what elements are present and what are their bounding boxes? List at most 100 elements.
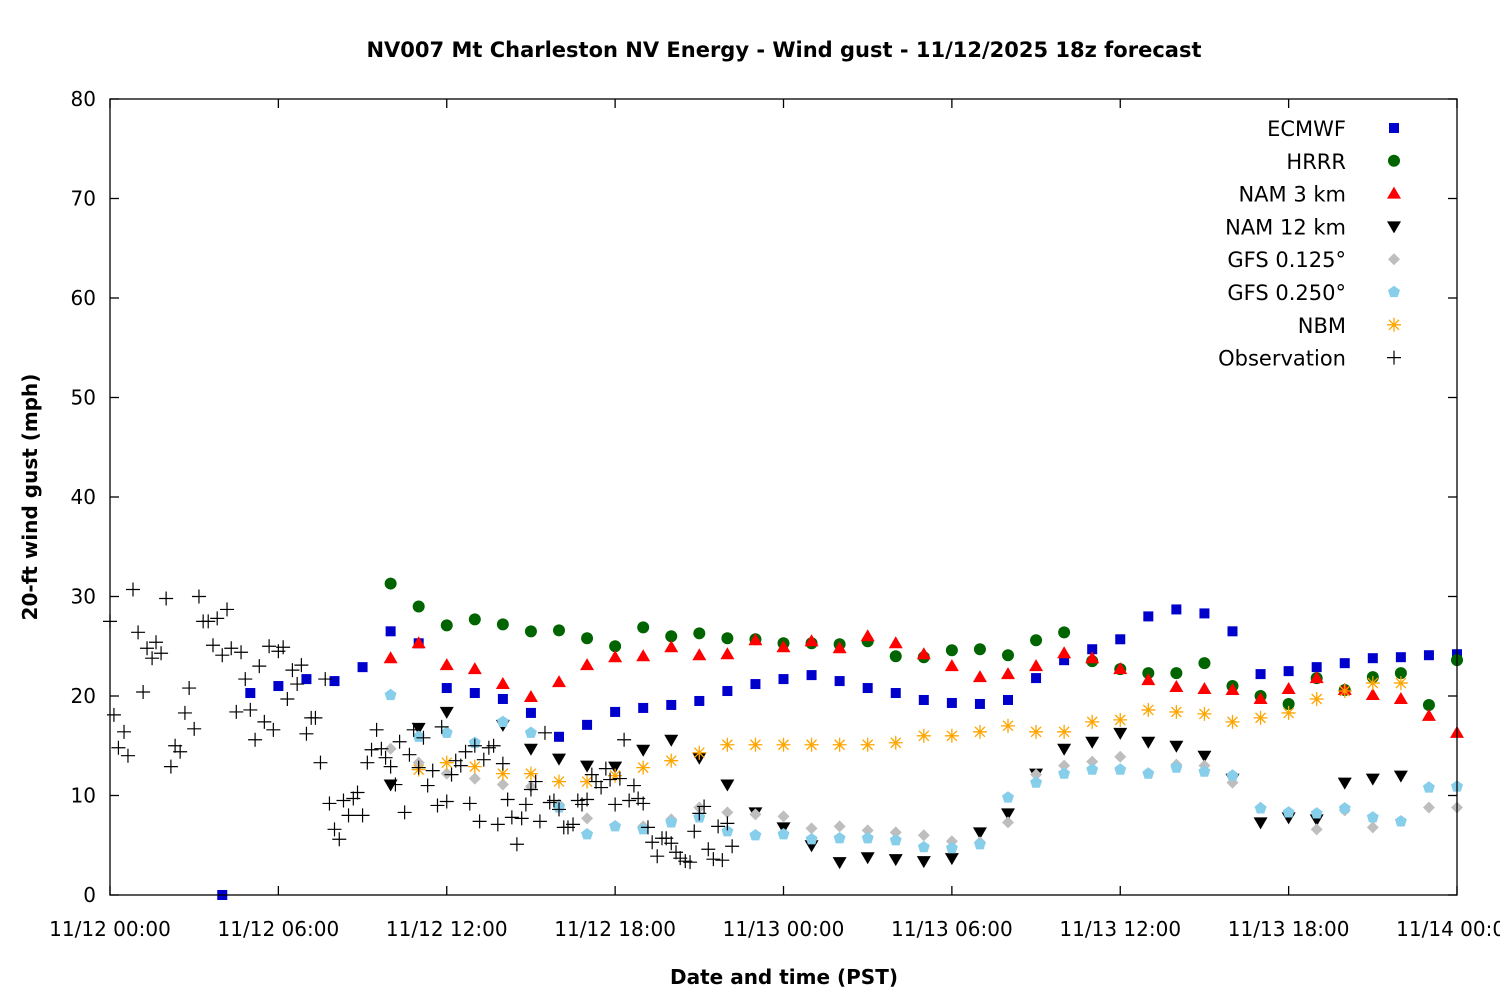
point-observation (163, 759, 178, 774)
point-nam-3-km (383, 651, 398, 664)
point-observation (173, 744, 188, 759)
point-observation (262, 639, 277, 654)
point-gfs-0-250 (889, 834, 902, 846)
point-gfs-0-125 (1114, 750, 1127, 763)
point-gfs-0-250 (721, 825, 734, 837)
point-hrrr (1058, 626, 1071, 639)
point-gfs-0-250 (1226, 769, 1239, 781)
legend-marker-asterisk-icon (1387, 317, 1401, 332)
point-ecmwf (806, 670, 817, 681)
legend-label: Observation (1218, 347, 1346, 371)
point-nam-3-km (1057, 646, 1072, 659)
point-observation (106, 707, 121, 722)
point-hrrr (1394, 667, 1407, 680)
point-nam-12-km (1085, 736, 1100, 749)
point-observation (205, 638, 220, 653)
point-observation (182, 681, 197, 696)
point-nam-3-km (1197, 682, 1212, 695)
legend-label: ECMWF (1267, 117, 1346, 141)
point-ecmwf (1367, 653, 1378, 664)
point-observation (504, 810, 519, 825)
series-nam-3-km (383, 629, 1464, 738)
point-gfs-0-250 (1002, 791, 1014, 803)
point-nbm (1057, 724, 1072, 739)
point-observation (322, 796, 337, 811)
point-nam-3-km (467, 662, 482, 675)
point-gfs-0-250 (749, 829, 762, 841)
point-nam-12-km (972, 827, 987, 840)
point-observation (266, 722, 281, 737)
plot-frame (109, 98, 1458, 896)
point-observation (467, 738, 482, 753)
point-observation (617, 732, 632, 747)
point-nbm (804, 737, 819, 752)
point-gfs-0-250 (1058, 767, 1071, 779)
point-observation (224, 641, 239, 656)
legend-label: NBM (1298, 314, 1346, 338)
point-nam-12-km (860, 852, 875, 865)
legend-label: HRRR (1286, 150, 1346, 174)
x-tick-label: 11/14 00:00 (1396, 917, 1500, 941)
legend-item-gfs-0-250: GFS 0.250° (1227, 281, 1400, 305)
point-ecmwf (441, 683, 452, 694)
point-nam-12-km (944, 853, 959, 866)
point-observation (650, 849, 665, 864)
point-ecmwf (301, 674, 312, 685)
point-ecmwf (890, 688, 901, 699)
point-gfs-0-250 (524, 726, 537, 738)
point-nam-12-km (916, 856, 931, 869)
point-observation (462, 796, 477, 811)
point-observation (154, 646, 169, 661)
point-observation (453, 758, 468, 773)
point-observation (537, 725, 552, 740)
point-gfs-0-250 (945, 841, 958, 854)
point-hrrr (973, 643, 986, 656)
point-ecmwf (357, 662, 368, 673)
point-gfs-0-250 (777, 828, 790, 840)
point-observation (603, 772, 618, 787)
series-nbm (411, 676, 1408, 789)
point-gfs-0-250 (637, 823, 650, 835)
point-nbm (1001, 718, 1015, 733)
point-nam-3-km (1141, 673, 1156, 686)
y-tick-label: 70 (71, 187, 96, 211)
point-nam-3-km (552, 675, 566, 688)
point-nbm (1141, 702, 1156, 717)
point-observation (720, 816, 735, 831)
point-observation (350, 785, 365, 800)
legend-item-nam-12-km: NAM 12 km (1225, 215, 1401, 239)
point-gfs-0-125 (1058, 759, 1071, 772)
legend-marker-pentagon-icon (1388, 285, 1400, 298)
point-nbm (636, 760, 651, 775)
point-observation (327, 822, 342, 837)
point-ecmwf (834, 676, 845, 687)
point-observation (636, 796, 651, 811)
point-nam-12-km (411, 722, 426, 735)
point-gfs-0-250 (1254, 802, 1267, 814)
point-ecmwf (610, 706, 621, 717)
point-nam-3-km (636, 649, 651, 662)
point-observation (369, 722, 384, 737)
point-observation (397, 805, 412, 820)
point-observation (177, 705, 192, 720)
point-gfs-0-125 (1422, 801, 1435, 814)
point-hrrr (440, 619, 453, 632)
point-gfs-0-250 (384, 688, 397, 701)
point-ecmwf (385, 626, 396, 637)
point-gfs-0-250 (1198, 765, 1211, 777)
point-nam-3-km (804, 634, 819, 647)
point-observation (136, 685, 151, 700)
point-observation (495, 756, 510, 771)
point-nbm (439, 755, 454, 770)
point-observation (140, 641, 155, 656)
point-nam-3-km (972, 670, 987, 683)
axis-ticks: 0 10 20 30 40 50 60 70 80 11/12 00:00 11/12 06:00 1… (49, 87, 1500, 941)
point-gfs-0-125 (1002, 816, 1014, 829)
point-ecmwf (273, 681, 284, 692)
point-nbm (888, 735, 903, 750)
point-ecmwf (497, 693, 508, 704)
point-ecmwf (554, 731, 564, 742)
point-hrrr (1170, 667, 1183, 680)
point-ecmwf (1059, 655, 1070, 666)
